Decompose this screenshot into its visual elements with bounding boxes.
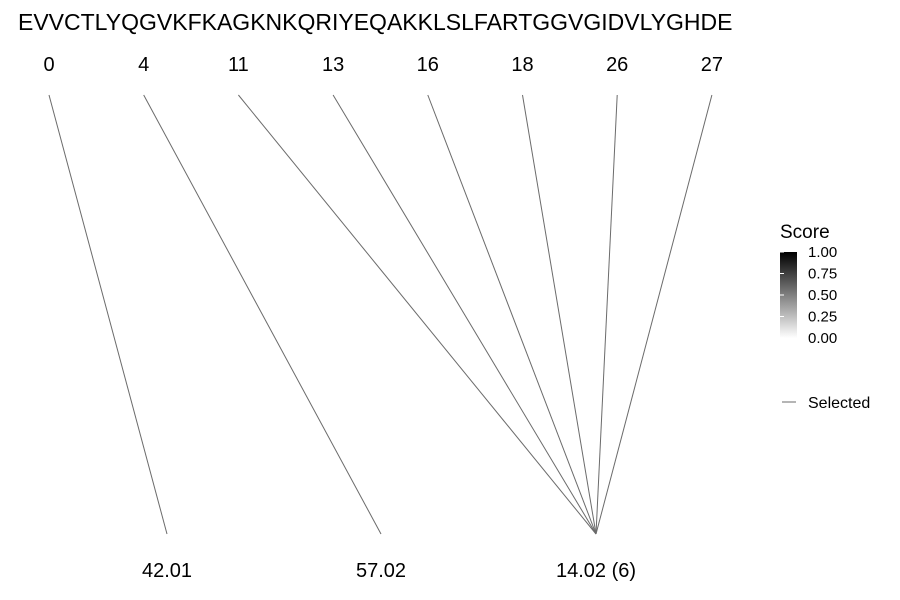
score-gradient-bar <box>780 252 797 338</box>
position-label: 0 <box>43 54 54 76</box>
connection-line <box>595 94 618 535</box>
selected-legend-label: Selected <box>808 395 870 412</box>
position-label: 16 <box>417 54 439 76</box>
legend-tick-label: 0.25 <box>808 309 837 326</box>
connection-line <box>427 94 597 535</box>
connection-line <box>595 94 713 535</box>
connection-line <box>143 94 382 535</box>
position-label: 11 <box>228 54 249 76</box>
position-label: 13 <box>322 54 344 76</box>
legend-tick-label: 0.75 <box>808 266 837 283</box>
connection-line <box>238 94 597 535</box>
position-label: 26 <box>606 54 628 76</box>
score-legend: Score 1.00 0.75 0.50 0.25 0.00 Selected <box>780 222 870 412</box>
position-label: 4 <box>138 54 149 76</box>
legend-ticks: 1.00 0.75 0.50 0.25 0.00 <box>780 244 837 347</box>
legend-tick-label: 0.50 <box>808 287 837 304</box>
mass-label: 57.02 <box>356 560 406 582</box>
sequence-text: EVVCTLYQGVKFKAGKNKQRIYEQAKKLSLFARTGGVGID… <box>18 9 732 35</box>
legend-title: Score <box>780 222 830 243</box>
connection-line <box>522 94 597 535</box>
legend-tick-label: 1.00 <box>808 244 837 261</box>
connection-lines <box>48 94 713 535</box>
legend-tick-label: 0.00 <box>808 330 837 347</box>
mass-label: 42.01 <box>142 560 192 582</box>
connection-line <box>332 94 597 535</box>
position-labels: 0 4 11 13 16 18 26 27 <box>43 54 723 76</box>
position-label: 27 <box>701 54 723 76</box>
position-label: 18 <box>511 54 533 76</box>
mass-labels: 42.01 57.02 14.02 (6) <box>142 560 636 582</box>
connection-line <box>48 94 168 535</box>
mass-label: 14.02 (6) <box>556 560 636 582</box>
